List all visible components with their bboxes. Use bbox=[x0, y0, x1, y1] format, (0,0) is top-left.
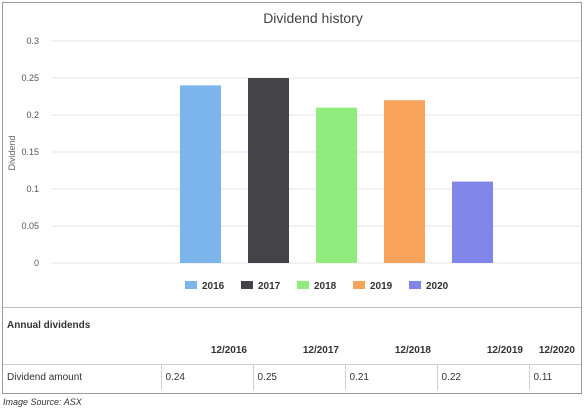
chart-frame: Dividend history Dividend 0 0.05 0.1 0.15 0.… bbox=[2, 2, 582, 394]
legend-label-2017: 2017 bbox=[258, 281, 281, 292]
bar-2018 bbox=[316, 107, 357, 263]
header-col-2020: 12/2020 bbox=[529, 338, 581, 365]
bar-2016 bbox=[180, 85, 221, 264]
header-col-2019: 12/2019 bbox=[437, 338, 529, 365]
y-axis-title: Dividend bbox=[7, 135, 17, 170]
bar-2020 bbox=[452, 181, 493, 263]
chart-title: Dividend history bbox=[263, 10, 363, 26]
legend-label-2019: 2019 bbox=[370, 281, 393, 292]
legend-swatch-2019 bbox=[353, 281, 365, 289]
cell-2016: 0.24 bbox=[160, 364, 253, 390]
header-col-2016: 12/2016 bbox=[161, 338, 253, 365]
legend-swatch-2016 bbox=[185, 281, 197, 289]
y-tick-label: 0.1 bbox=[26, 184, 39, 194]
image-source-note: Image Source: ASX bbox=[3, 397, 82, 407]
row-label: Dividend amount bbox=[7, 371, 83, 383]
legend-label-2018: 2018 bbox=[314, 281, 337, 292]
cell-2017: 0.25 bbox=[252, 364, 345, 390]
bar-2019 bbox=[384, 100, 425, 263]
table-header-row: 12/2016 12/2017 12/2018 12/2019 12/2020 bbox=[3, 338, 581, 365]
dividend-table: 12/2016 12/2017 12/2018 12/2019 12/2020 … bbox=[3, 338, 581, 390]
legend-swatch-2017 bbox=[241, 281, 253, 289]
header-col-2018: 12/2018 bbox=[345, 338, 437, 365]
bar-2017 bbox=[248, 78, 289, 263]
legend-swatch-2018 bbox=[297, 281, 309, 289]
y-tick-labels: 0 0.05 0.1 0.15 0.2 0.25 0.3 bbox=[21, 36, 39, 268]
header-blank bbox=[3, 338, 161, 365]
table-row: Dividend amount 0.24 0.25 0.21 0.22 0.11 bbox=[3, 364, 581, 390]
legend: 2016 2017 2018 2019 2020 bbox=[185, 281, 449, 292]
header-col-2017: 12/2017 bbox=[253, 338, 345, 365]
y-tick-label: 0.25 bbox=[21, 73, 39, 83]
legend-label-2020: 2020 bbox=[426, 281, 449, 292]
y-tick-label: 0.05 bbox=[21, 221, 39, 231]
y-tick-label: 0.3 bbox=[26, 36, 39, 46]
y-tick-label: 0 bbox=[34, 258, 39, 268]
bars bbox=[180, 78, 493, 264]
table-title: Annual dividends bbox=[7, 320, 91, 331]
annual-dividends-section: Annual dividends 12/2016 12/2017 12/2018… bbox=[3, 307, 581, 393]
dividend-chart: Dividend history Dividend 0 0.05 0.1 0.15 0.… bbox=[7, 10, 581, 292]
y-tick-label: 0.2 bbox=[26, 110, 39, 120]
cell-2019: 0.22 bbox=[436, 364, 529, 390]
legend-label-2016: 2016 bbox=[202, 281, 225, 292]
cell-2018: 0.21 bbox=[344, 364, 437, 390]
cell-2020: 0.11 bbox=[528, 364, 581, 390]
legend-swatch-2020 bbox=[409, 281, 421, 289]
y-tick-label: 0.15 bbox=[21, 147, 39, 157]
